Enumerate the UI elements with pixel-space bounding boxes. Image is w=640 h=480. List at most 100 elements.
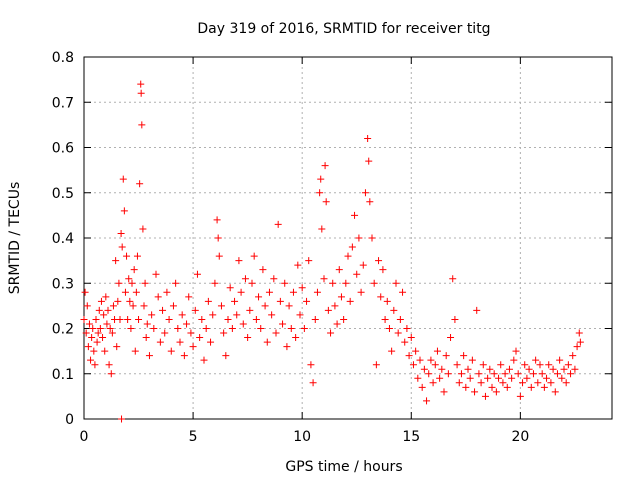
data-point (85, 320, 93, 328)
data-points (80, 80, 584, 423)
data-point (516, 392, 524, 400)
data-point (523, 374, 531, 382)
data-point (174, 325, 182, 332)
data-point (490, 370, 498, 378)
data-point (414, 374, 422, 382)
data-point (226, 284, 234, 292)
data-point (464, 365, 472, 373)
data-point (571, 365, 579, 373)
data-point (176, 338, 184, 346)
data-point (510, 356, 518, 364)
data-point (257, 325, 265, 332)
data-point (366, 198, 374, 206)
data-point (453, 361, 461, 369)
data-point (263, 338, 271, 346)
data-point (327, 329, 335, 337)
x-axis-label: GPS time / hours (285, 459, 402, 475)
y-tick-label: 0.6 (52, 141, 74, 157)
data-point (545, 361, 553, 369)
data-point (136, 180, 144, 188)
data-point (447, 334, 455, 342)
data-point (241, 275, 249, 283)
data-point (270, 275, 278, 283)
data-point (409, 361, 417, 369)
data-point (196, 334, 204, 342)
data-point (118, 243, 126, 251)
data-point (427, 356, 435, 364)
data-point (547, 379, 555, 387)
axis-ticks: 0 0.1 0.2 0.3 0.4 0.5 0.6 0.7 0.8 0 5 10 15 20 (52, 50, 612, 445)
data-point (126, 297, 134, 305)
data-point (381, 315, 389, 323)
data-point (324, 306, 332, 314)
data-point (233, 311, 241, 319)
data-point (97, 297, 105, 305)
data-point (209, 311, 217, 319)
data-point (407, 334, 415, 342)
data-point (562, 379, 570, 387)
data-point (486, 365, 494, 373)
data-point (388, 347, 396, 355)
data-point (342, 279, 350, 287)
data-point (471, 388, 479, 396)
data-point (91, 361, 99, 369)
data-point (468, 356, 476, 364)
data-point (112, 257, 120, 265)
chart-title: Day 319 of 2016, SRMTID for receiver tit… (197, 21, 490, 37)
data-point (532, 356, 540, 364)
data-point (340, 315, 348, 323)
data-point (109, 302, 117, 310)
data-point (305, 257, 313, 265)
data-point (169, 302, 177, 310)
data-point (152, 270, 160, 278)
data-point (543, 374, 551, 382)
data-point (492, 388, 500, 396)
data-point (135, 315, 143, 323)
data-point (145, 352, 153, 360)
data-point (321, 162, 329, 170)
data-point (235, 257, 243, 265)
data-point (346, 297, 354, 305)
data-point (215, 252, 223, 260)
data-point (296, 311, 304, 319)
data-point (161, 329, 169, 337)
data-point (333, 320, 341, 328)
data-point (105, 361, 113, 369)
data-point (193, 270, 201, 278)
data-point (521, 361, 529, 369)
data-point (239, 320, 247, 328)
data-point (90, 347, 98, 355)
data-point (129, 302, 137, 310)
y-tick-label: 0.8 (52, 50, 74, 66)
data-point (540, 383, 548, 391)
data-point (89, 325, 97, 332)
data-point (124, 315, 132, 323)
data-point (449, 275, 457, 283)
data-point (108, 329, 116, 337)
data-point (185, 293, 193, 301)
data-point (481, 392, 489, 400)
data-point (87, 356, 95, 364)
data-point (294, 261, 302, 269)
data-point (377, 293, 385, 301)
data-point (420, 365, 428, 373)
data-point (244, 334, 252, 342)
data-point (351, 211, 359, 219)
data-point (202, 325, 210, 332)
data-point (303, 297, 311, 305)
data-point (479, 361, 487, 369)
data-point (473, 306, 481, 314)
data-point (423, 397, 431, 405)
data-point (444, 370, 452, 378)
x-tick-label: 0 (80, 429, 89, 445)
data-point (178, 311, 186, 319)
data-point (392, 279, 400, 287)
data-point (553, 370, 561, 378)
data-point (365, 157, 373, 165)
data-point (370, 279, 378, 287)
data-point (300, 325, 308, 332)
data-point (121, 288, 129, 296)
data-point (81, 288, 89, 296)
data-point (204, 297, 212, 305)
data-point (495, 374, 503, 382)
